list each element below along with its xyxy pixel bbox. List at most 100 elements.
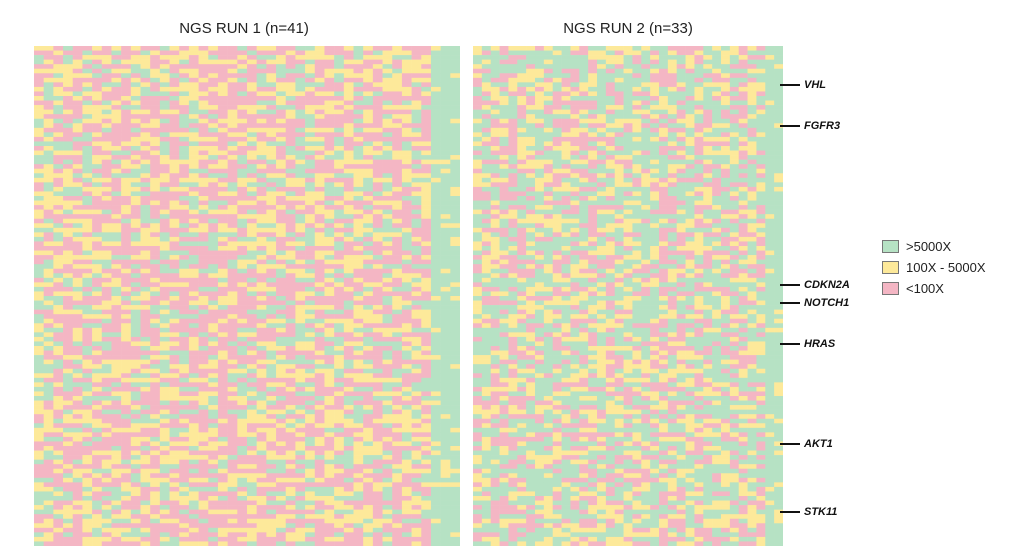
heatmap-cell bbox=[188, 491, 199, 497]
heatmap-cell bbox=[217, 455, 228, 460]
heatmap-cell bbox=[227, 259, 238, 265]
heatmap-cell bbox=[121, 136, 132, 142]
heatmap-cell bbox=[188, 300, 199, 306]
heatmap-cell bbox=[694, 46, 704, 51]
heatmap-cell bbox=[43, 505, 54, 510]
heatmap-cell bbox=[53, 527, 64, 533]
heatmap-cell bbox=[140, 164, 151, 170]
heatmap-cell bbox=[237, 191, 248, 197]
heatmap-cell bbox=[334, 386, 345, 392]
heatmap-cell bbox=[111, 86, 122, 92]
heatmap-cell bbox=[198, 500, 209, 506]
heatmap-cell bbox=[276, 409, 287, 415]
heatmap-cell bbox=[401, 518, 412, 524]
heatmap-cell bbox=[392, 209, 403, 215]
heatmap-cell bbox=[140, 346, 151, 351]
heatmap-cell bbox=[63, 82, 74, 88]
heatmap-cell bbox=[227, 91, 238, 97]
heatmap-cell bbox=[421, 336, 432, 342]
heatmap-cell bbox=[256, 100, 267, 106]
heatmap-cell bbox=[450, 86, 460, 92]
heatmap-cell bbox=[430, 405, 441, 410]
heatmap-cell bbox=[63, 286, 74, 292]
heatmap-cell bbox=[295, 173, 306, 179]
heatmap-cell bbox=[450, 182, 460, 188]
heatmap-cell bbox=[179, 377, 190, 383]
heatmap-cell bbox=[392, 482, 403, 488]
heatmap-cell bbox=[198, 291, 209, 297]
heatmap-cell bbox=[247, 205, 257, 210]
heatmap-cell bbox=[111, 291, 122, 297]
heatmap-cell bbox=[63, 155, 74, 160]
heatmap-cell bbox=[421, 400, 432, 406]
heatmap-cell bbox=[188, 241, 199, 247]
heatmap-cell bbox=[217, 182, 228, 188]
heatmap-cell bbox=[159, 541, 170, 546]
heatmap-cell bbox=[43, 327, 54, 333]
heatmap-cell bbox=[130, 214, 141, 220]
heatmap-cell bbox=[363, 200, 374, 206]
heatmap-cell bbox=[92, 86, 103, 92]
heatmap-cell bbox=[276, 405, 287, 410]
heatmap-cell bbox=[411, 318, 422, 324]
heatmap-cell bbox=[159, 336, 170, 342]
heatmap-cell bbox=[111, 382, 122, 388]
heatmap-cell bbox=[314, 46, 325, 51]
heatmap-cell bbox=[266, 255, 277, 260]
heatmap-cell bbox=[440, 518, 451, 524]
heatmap-cell bbox=[295, 409, 306, 415]
heatmap-cell bbox=[101, 350, 112, 356]
heatmap-cell bbox=[334, 491, 345, 497]
heatmap-cell bbox=[82, 532, 93, 538]
heatmap-cell bbox=[34, 123, 44, 129]
heatmap-cell bbox=[266, 173, 277, 179]
heatmap-cell bbox=[140, 373, 151, 379]
heatmap-cell bbox=[227, 414, 238, 420]
heatmap-cell bbox=[305, 223, 316, 229]
heatmap-cell bbox=[247, 305, 257, 310]
heatmap-cell bbox=[208, 73, 219, 79]
heatmap-cell bbox=[53, 164, 64, 170]
heatmap-cell bbox=[169, 136, 180, 142]
heatmap-cell bbox=[401, 323, 412, 329]
heatmap-cell bbox=[411, 300, 422, 306]
heatmap-cell bbox=[198, 255, 209, 260]
heatmap-cell bbox=[430, 336, 441, 342]
heatmap-cell bbox=[440, 50, 451, 56]
heatmap-cell bbox=[314, 450, 325, 456]
heatmap-cell bbox=[411, 400, 422, 406]
heatmap-cell bbox=[140, 350, 151, 356]
heatmap-cell bbox=[353, 109, 364, 115]
heatmap-cell bbox=[159, 118, 170, 124]
heatmap-cell bbox=[227, 468, 238, 474]
heatmap-cell bbox=[111, 200, 122, 206]
heatmap-cell bbox=[111, 323, 122, 329]
heatmap-cell bbox=[276, 59, 287, 65]
heatmap-cell bbox=[227, 500, 238, 506]
heatmap-cell bbox=[440, 532, 451, 538]
heatmap-cell bbox=[334, 359, 345, 365]
heatmap-cell bbox=[314, 55, 325, 60]
heatmap-cell bbox=[324, 500, 335, 506]
heatmap-cell bbox=[314, 77, 325, 83]
heatmap-cell bbox=[169, 391, 180, 397]
heatmap-cell bbox=[401, 523, 412, 529]
heatmap-cell bbox=[198, 455, 209, 460]
heatmap-cell bbox=[305, 455, 316, 460]
heatmap-cell bbox=[188, 173, 199, 179]
heatmap-cell bbox=[140, 100, 151, 106]
heatmap-cell bbox=[324, 277, 335, 283]
heatmap-cell bbox=[63, 277, 74, 283]
heatmap-cell bbox=[150, 359, 161, 365]
heatmap-cell bbox=[430, 427, 441, 433]
heatmap-cell bbox=[343, 391, 354, 397]
heatmap-cell bbox=[382, 146, 393, 151]
heatmap-cell bbox=[382, 168, 393, 174]
heatmap-cell bbox=[372, 305, 383, 310]
heatmap-cell bbox=[256, 55, 267, 60]
heatmap-cell bbox=[159, 286, 170, 292]
heatmap-cell bbox=[72, 114, 83, 120]
heatmap-cell bbox=[92, 477, 103, 483]
heatmap-cell bbox=[450, 177, 460, 183]
heatmap-cell bbox=[140, 327, 151, 333]
